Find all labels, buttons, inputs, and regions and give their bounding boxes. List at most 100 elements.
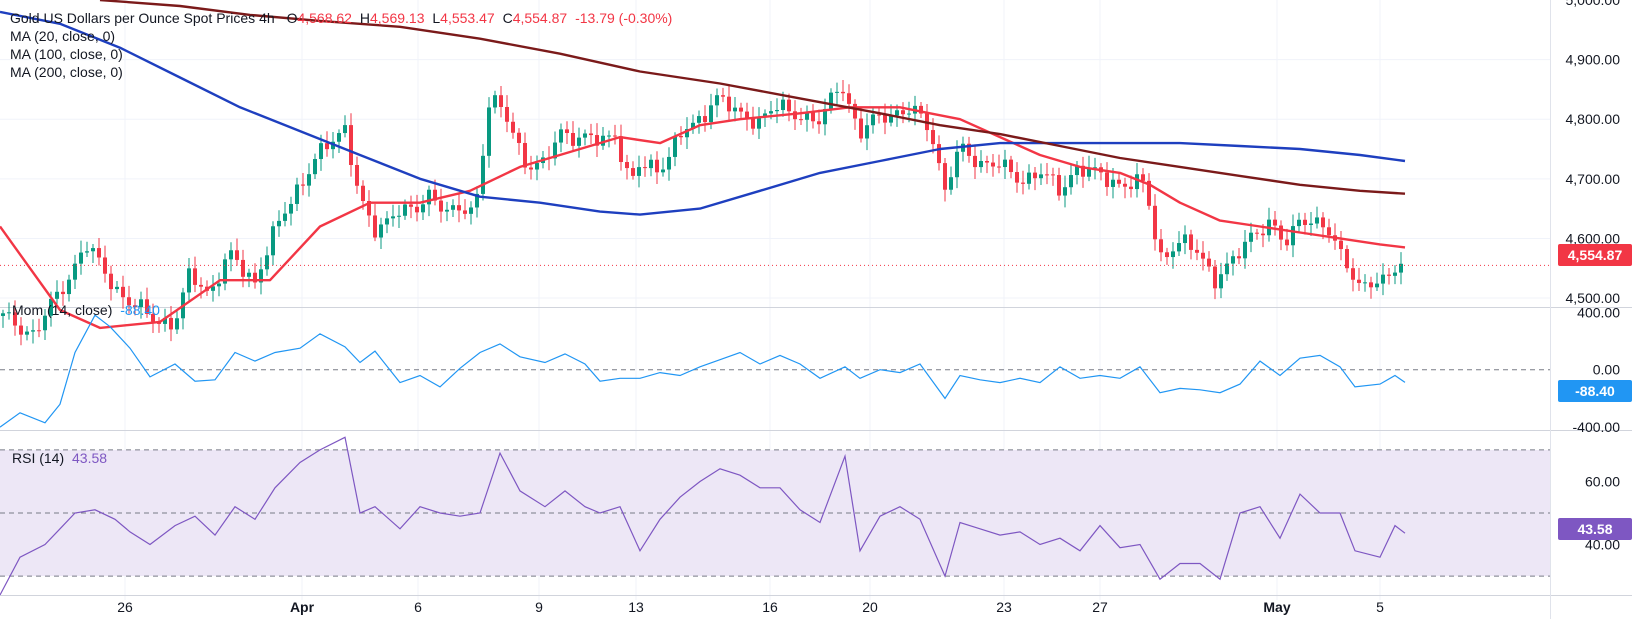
candle-body	[1249, 232, 1253, 242]
candle-body	[307, 174, 311, 186]
rsi-legend[interactable]: RSI (14) 43.58	[12, 450, 107, 466]
time-tick-label: 9	[535, 599, 543, 615]
candle-body	[655, 159, 659, 173]
candle-body	[673, 135, 677, 157]
candle-body	[499, 95, 503, 107]
candle-body	[787, 99, 791, 112]
candle-body	[943, 163, 947, 190]
candle-body	[493, 95, 497, 108]
candle-body	[61, 291, 65, 295]
candle-body	[1117, 179, 1121, 184]
candle-body	[223, 259, 227, 284]
candle-body	[589, 133, 593, 136]
candle-body	[1297, 219, 1301, 227]
candle-body	[1375, 283, 1379, 288]
candle-body	[259, 269, 263, 283]
candle-body	[667, 156, 671, 170]
price-tick-label: 4,700.00	[1566, 171, 1621, 187]
candle-body	[523, 142, 527, 168]
candle-body	[1165, 252, 1169, 258]
candle-body	[643, 167, 647, 169]
candle-body	[739, 107, 743, 112]
rsi-tick-label: 40.00	[1585, 537, 1620, 553]
time-tick-label: 23	[996, 599, 1012, 615]
candle-body	[1147, 180, 1151, 206]
candle-body	[937, 144, 941, 164]
change-value: -13.79 (-0.30%)	[575, 10, 673, 26]
ma100-legend[interactable]: MA (100, close, 0)	[10, 46, 123, 62]
candle-body	[865, 125, 869, 139]
candle-body	[1261, 233, 1265, 236]
candle-body	[145, 299, 149, 314]
open-label: O	[286, 10, 298, 26]
time-tick-label: 6	[414, 599, 422, 615]
candle-body	[127, 297, 131, 306]
candle-body	[505, 106, 509, 122]
candle-body	[313, 159, 317, 175]
candle-body	[241, 259, 245, 277]
candle-body	[1381, 274, 1385, 284]
candle-body	[67, 279, 71, 295]
candle-body	[1189, 234, 1193, 250]
candle-body	[1399, 263, 1403, 273]
candle-body	[733, 107, 737, 112]
close-value: 4,554.87	[512, 10, 568, 26]
candle-body	[553, 142, 557, 159]
ma200-legend[interactable]: MA (200, close, 0)	[10, 64, 123, 80]
candle-body	[715, 95, 719, 106]
close-label: C	[502, 10, 513, 26]
ma20-legend[interactable]: MA (20, close, 0)	[10, 28, 116, 44]
candle-body	[727, 96, 731, 112]
candle-body	[379, 224, 383, 238]
candle-body	[433, 189, 437, 201]
candle-body	[1057, 175, 1061, 196]
candle-body	[1393, 272, 1397, 276]
candle-body	[1339, 240, 1343, 250]
candle-body	[319, 143, 323, 160]
candle-body	[1207, 258, 1211, 267]
candle-body	[91, 248, 95, 252]
candle-body	[559, 129, 563, 143]
candle-body	[1369, 282, 1373, 288]
candle-body	[949, 177, 953, 190]
candle-body	[1045, 174, 1049, 176]
candle-body	[883, 114, 887, 123]
candle-body	[763, 113, 767, 117]
candles-group	[1, 79, 1403, 346]
time-tick-label: Apr	[290, 599, 315, 615]
candle-body	[169, 317, 173, 330]
candle-body	[1015, 172, 1019, 183]
candle-body	[301, 184, 305, 186]
candle-body	[325, 143, 329, 150]
candle-body	[151, 313, 155, 322]
candle-body	[403, 204, 407, 216]
candle-body	[253, 272, 257, 283]
ma100-line	[0, 10, 1406, 216]
candle-body	[967, 143, 971, 156]
candle-body	[1255, 232, 1259, 234]
candle-body	[1195, 249, 1199, 253]
candle-body	[1141, 174, 1145, 181]
momentum-value: -88.40	[120, 302, 160, 318]
candle-body	[475, 193, 479, 208]
time-tick-label: 20	[862, 599, 878, 615]
candle-body	[163, 317, 167, 324]
candle-body	[1219, 274, 1223, 289]
candle-body	[295, 184, 299, 204]
candle-body	[199, 284, 203, 287]
low-label: L	[432, 10, 441, 26]
candle-body	[55, 291, 59, 299]
candle-body	[97, 248, 101, 258]
candle-body	[1003, 159, 1007, 168]
momentum-legend[interactable]: Mom (14, close) -88.40	[12, 302, 160, 318]
candle-body	[31, 330, 35, 332]
candle-body	[583, 133, 587, 138]
rsi-value: 43.58	[72, 450, 108, 466]
candle-body	[289, 203, 293, 214]
legend-block: Gold US Dollars per Ounce Spot Prices 4h …	[10, 9, 676, 81]
candle-body	[19, 325, 23, 335]
candle-body	[463, 210, 467, 214]
candle-body	[631, 168, 635, 176]
candle-body	[139, 299, 143, 308]
